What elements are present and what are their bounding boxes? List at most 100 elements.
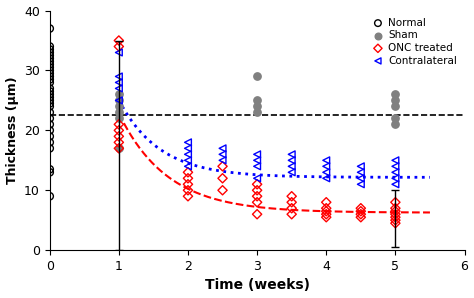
Contralateral xyxy=(184,158,192,163)
Normal xyxy=(46,47,54,52)
Normal xyxy=(46,89,54,94)
ONC treated xyxy=(219,188,226,193)
Contralateral xyxy=(184,152,192,157)
ONC treated xyxy=(392,212,399,217)
Normal xyxy=(46,50,54,55)
Contralateral xyxy=(253,152,261,157)
Normal xyxy=(46,80,54,85)
Contralateral xyxy=(115,98,123,103)
ONC treated xyxy=(392,200,399,205)
Sham xyxy=(115,98,123,103)
Sham xyxy=(392,92,399,97)
ONC treated xyxy=(115,140,123,145)
Normal xyxy=(46,116,54,121)
Sham xyxy=(115,92,123,97)
ONC treated xyxy=(392,221,399,226)
Normal xyxy=(46,95,54,100)
Contralateral xyxy=(322,176,330,181)
Contralateral xyxy=(357,170,365,175)
ONC treated xyxy=(357,215,365,220)
Sham xyxy=(392,98,399,103)
Contralateral xyxy=(322,158,330,163)
Contralateral xyxy=(253,176,261,181)
Contralateral xyxy=(115,86,123,91)
Sham xyxy=(392,122,399,127)
Contralateral xyxy=(219,146,226,151)
ONC treated xyxy=(184,188,192,193)
Contralateral xyxy=(115,80,123,85)
Normal xyxy=(46,110,54,115)
ONC treated xyxy=(392,209,399,214)
Sham xyxy=(392,116,399,121)
ONC treated xyxy=(288,194,295,199)
Normal xyxy=(46,74,54,79)
Normal xyxy=(46,128,54,133)
Contralateral xyxy=(184,146,192,151)
ONC treated xyxy=(253,200,261,205)
ONC treated xyxy=(184,182,192,187)
ONC treated xyxy=(392,215,399,220)
Sham xyxy=(253,110,261,115)
Contralateral xyxy=(253,164,261,169)
Normal xyxy=(46,101,54,106)
Contralateral xyxy=(288,170,295,175)
Sham xyxy=(392,104,399,109)
Normal xyxy=(46,140,54,145)
Sham xyxy=(115,146,123,151)
Contralateral xyxy=(184,140,192,145)
Contralateral xyxy=(115,50,123,55)
Normal xyxy=(46,98,54,103)
ONC treated xyxy=(184,170,192,175)
Contralateral xyxy=(392,158,399,163)
ONC treated xyxy=(219,164,226,169)
Sham xyxy=(253,98,261,103)
Contralateral xyxy=(184,164,192,169)
ONC treated xyxy=(115,134,123,139)
X-axis label: Time (weeks): Time (weeks) xyxy=(205,278,310,292)
Sham xyxy=(115,110,123,115)
ONC treated xyxy=(322,200,330,205)
Contralateral xyxy=(392,164,399,169)
ONC treated xyxy=(357,206,365,211)
ONC treated xyxy=(184,176,192,181)
Sham xyxy=(253,74,261,79)
Normal xyxy=(46,56,54,61)
ONC treated xyxy=(322,209,330,214)
Contralateral xyxy=(288,164,295,169)
ONC treated xyxy=(392,206,399,211)
ONC treated xyxy=(115,128,123,133)
Normal xyxy=(46,104,54,109)
Normal xyxy=(46,44,54,49)
ONC treated xyxy=(184,194,192,199)
Normal xyxy=(46,53,54,58)
Normal xyxy=(46,77,54,82)
Contralateral xyxy=(219,152,226,157)
Contralateral xyxy=(288,152,295,157)
ONC treated xyxy=(219,176,226,181)
Sham xyxy=(253,104,261,109)
ONC treated xyxy=(115,38,123,43)
Sham xyxy=(115,116,123,121)
Contralateral xyxy=(288,158,295,163)
Normal xyxy=(46,92,54,97)
Sham xyxy=(115,104,123,109)
ONC treated xyxy=(253,212,261,217)
ONC treated xyxy=(115,146,123,151)
Normal xyxy=(46,62,54,67)
Normal xyxy=(46,134,54,139)
Contralateral xyxy=(115,74,123,79)
Normal xyxy=(46,122,54,127)
ONC treated xyxy=(288,212,295,217)
ONC treated xyxy=(115,122,123,127)
ONC treated xyxy=(253,188,261,193)
Contralateral xyxy=(392,170,399,175)
Normal xyxy=(46,65,54,70)
Normal xyxy=(46,68,54,73)
ONC treated xyxy=(288,200,295,205)
Normal xyxy=(46,170,54,175)
ONC treated xyxy=(357,209,365,214)
ONC treated xyxy=(322,212,330,217)
ONC treated xyxy=(357,212,365,217)
ONC treated xyxy=(253,182,261,187)
Contralateral xyxy=(357,176,365,181)
